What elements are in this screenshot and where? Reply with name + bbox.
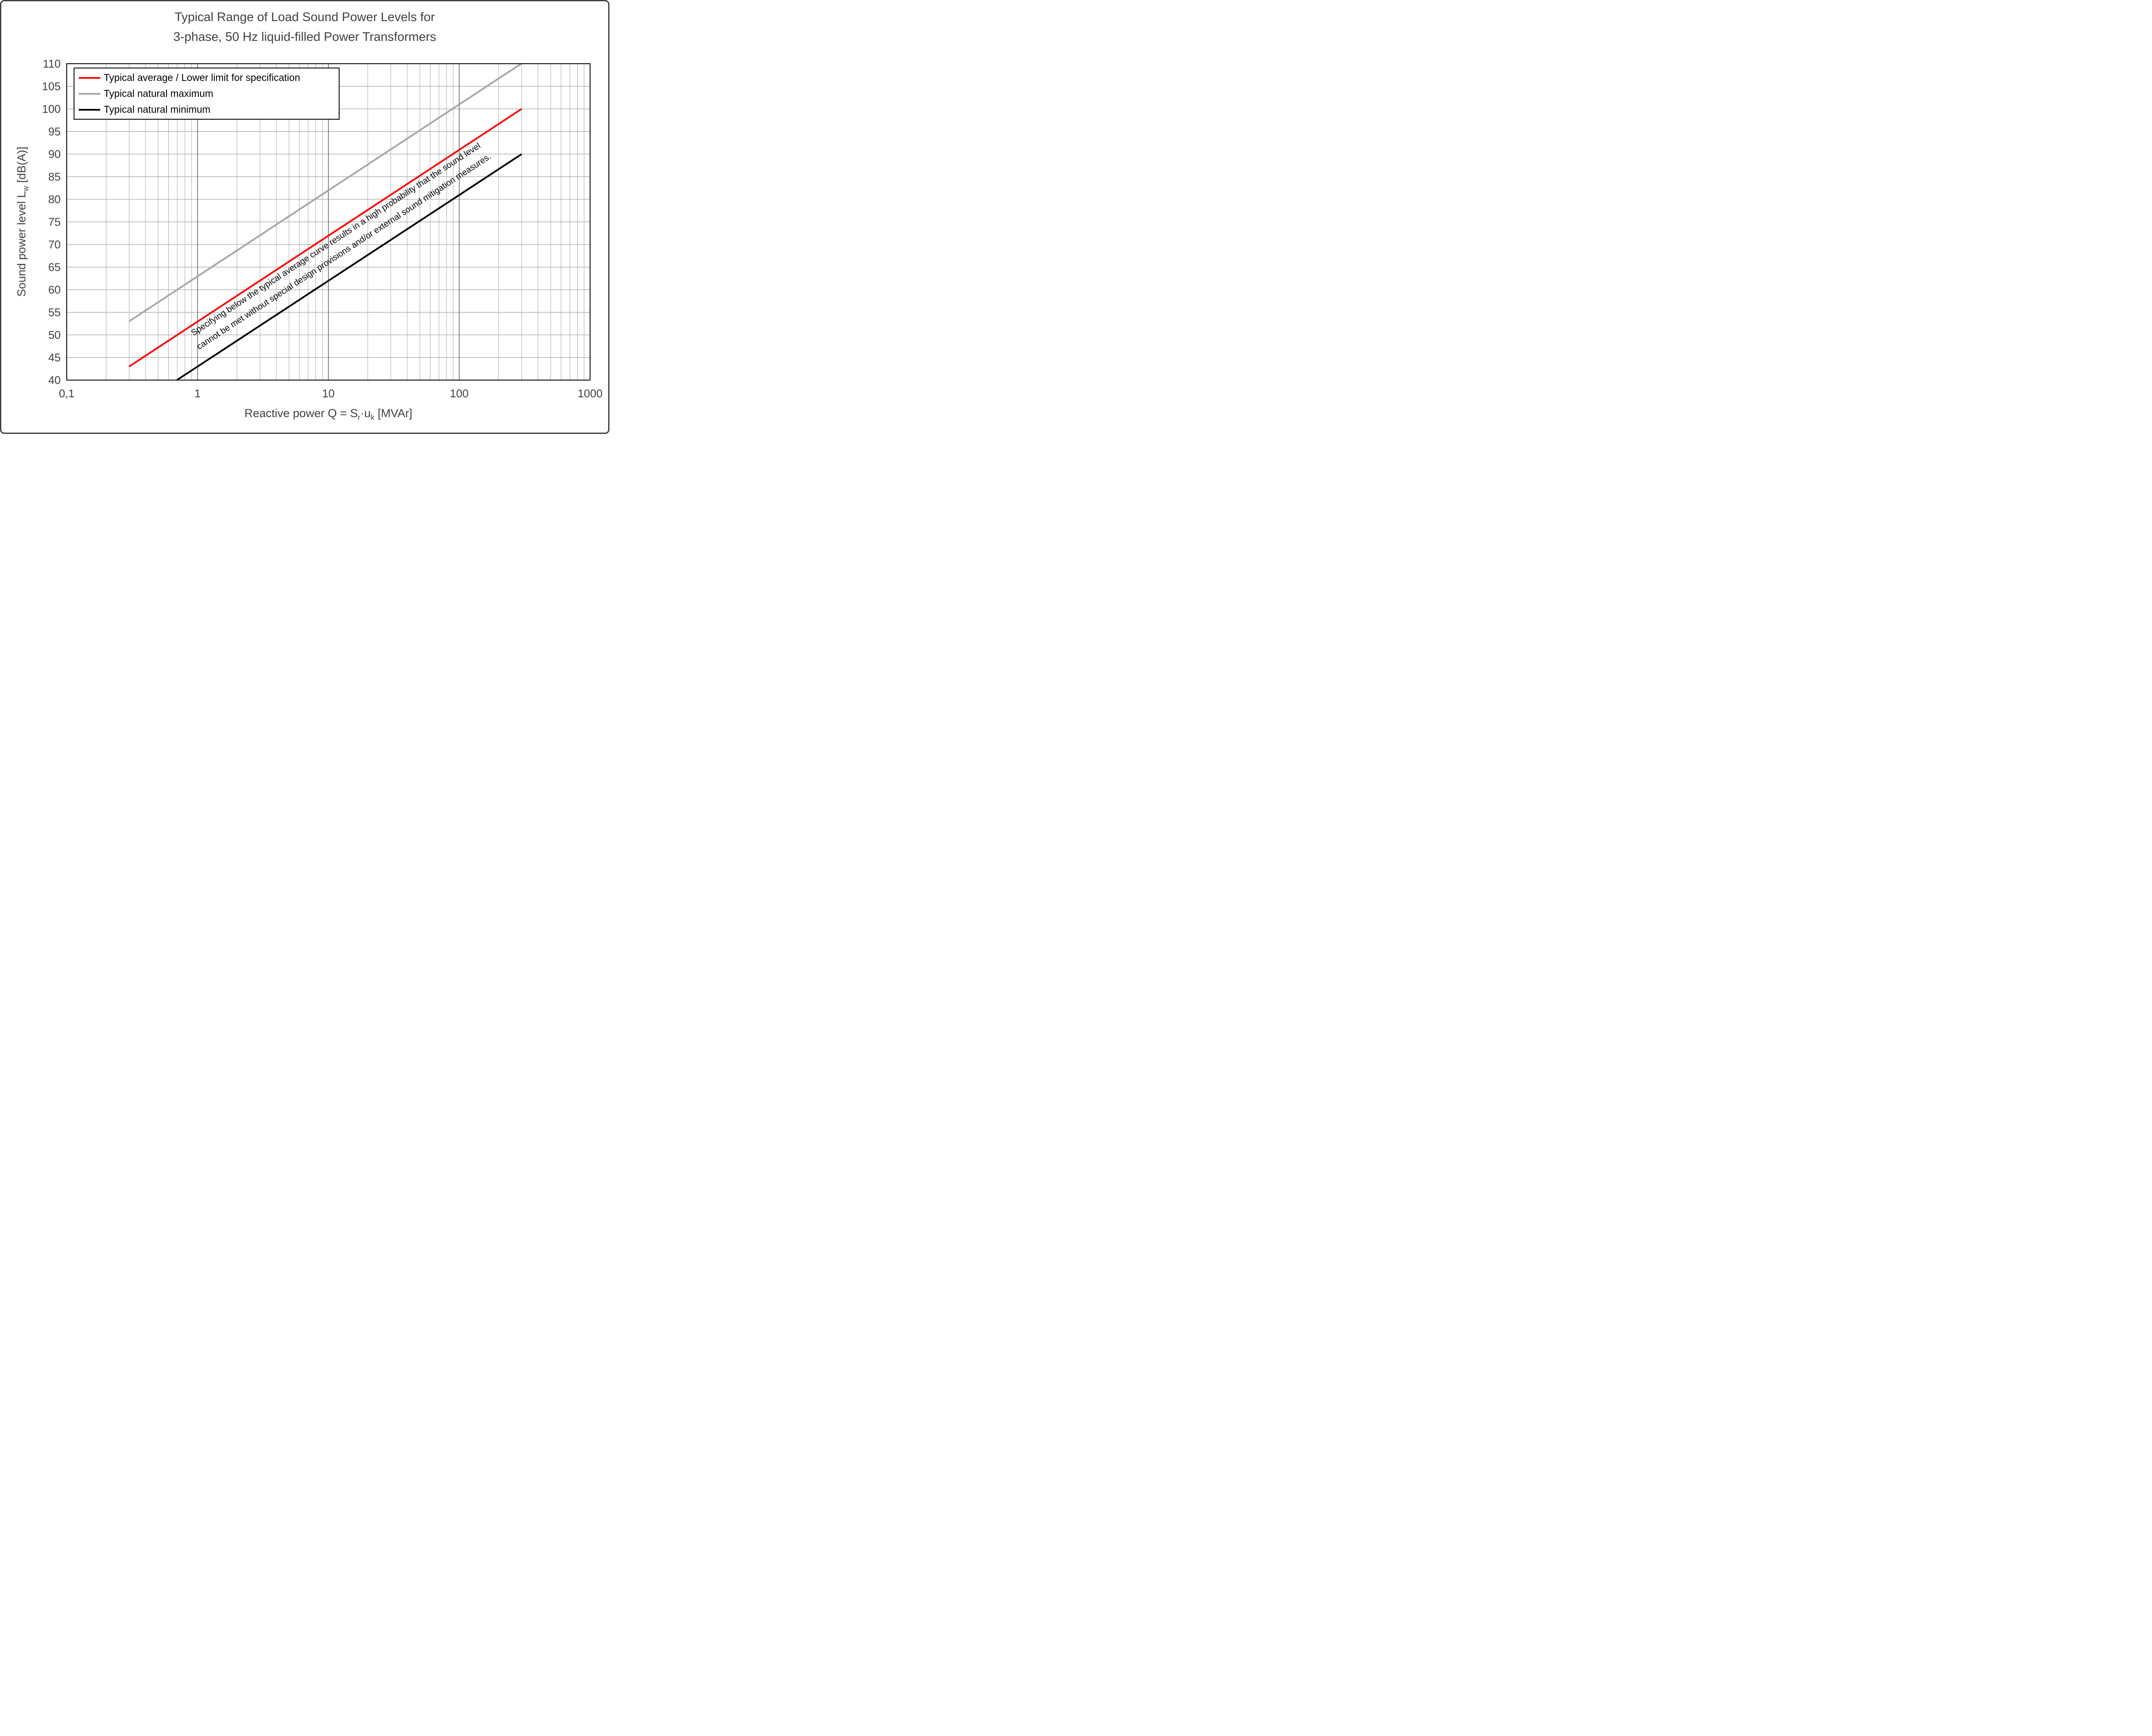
annotation-line2: cannot be met without special design pro… [195, 152, 493, 352]
series-lines [128, 63, 523, 381]
annotation-line1: Specifying below the typical average cur… [189, 141, 482, 338]
y-axis-title-text: Sound power level L [15, 191, 28, 297]
y-tick-label: 105 [42, 80, 61, 93]
x-tick-label: 1 [195, 387, 201, 400]
x-tick-label: 100 [450, 387, 468, 400]
x-axis-title-mid: ·u [360, 407, 371, 420]
diagonal-annotation: Specifying below the typical average cur… [189, 141, 493, 352]
legend-swatch-black [79, 108, 100, 111]
series-line [128, 108, 523, 368]
chart-window: Typical Range of Load Sound Power Levels… [0, 0, 609, 434]
series-line [176, 153, 523, 381]
series-line [128, 63, 522, 322]
legend-label: Typical average / Lower limit for specif… [104, 72, 300, 83]
chart-title-line2: 3-phase, 50 Hz liquid-filled Power Trans… [173, 30, 436, 44]
x-tick-label: 1000 [578, 387, 603, 400]
y-tick-label: 75 [48, 216, 61, 229]
y-tick-label: 95 [48, 125, 61, 138]
x-axis-tick-labels: 0,1 1 10 100 1000 [59, 387, 603, 400]
plot-svg: Specifying below the typical average cur… [42, 57, 603, 400]
y-tick-label: 65 [48, 261, 61, 274]
y-tick-label: 90 [48, 148, 61, 161]
x-axis-title: Reactive power Q = Sr·uk [MVAr] [67, 407, 590, 422]
y-axis-title-sub-w: w [21, 186, 30, 192]
y-tick-label: 110 [43, 57, 61, 70]
y-tick-label: 45 [48, 351, 61, 364]
legend-swatch-red [79, 77, 100, 79]
x-tick-label: 10 [322, 387, 335, 400]
y-axis-tick-labels: 110 105 100 95 90 85 80 75 70 65 60 55 50 45 40 [42, 57, 61, 387]
y-tick-label: 40 [48, 374, 61, 387]
y-axis-title: Sound power level Lw [dB(A)] [15, 71, 31, 372]
chart-title-line1: Typical Range of Load Sound Power Levels… [174, 10, 435, 24]
x-axis-title-sub-r: r [358, 413, 361, 422]
x-axis-title-text: Reactive power Q = S [244, 407, 358, 420]
legend-swatch-gray [79, 93, 100, 95]
legend-label: Typical natural maximum [104, 88, 213, 99]
legend: Typical average / Lower limit for specif… [74, 68, 340, 120]
y-axis-title-suffix: [dB(A)] [15, 146, 28, 186]
legend-label: Typical natural minimum [104, 104, 210, 115]
x-tick-label: 0,1 [59, 387, 74, 400]
y-tick-label: 60 [48, 283, 61, 296]
y-tick-label: 100 [42, 102, 61, 115]
legend-entry-maximum: Typical natural maximum [74, 86, 339, 102]
plot-border [66, 63, 591, 381]
y-tick-label: 85 [48, 170, 61, 183]
legend-entry-minimum: Typical natural minimum [74, 102, 339, 118]
x-axis-title-suffix: [MVAr] [374, 407, 412, 420]
y-tick-label: 50 [48, 328, 61, 341]
y-tick-label: 70 [48, 238, 61, 251]
legend-entry-average: Typical average / Lower limit for specif… [74, 70, 339, 86]
x-axis-title-sub-k: k [371, 413, 374, 422]
chart-title: Typical Range of Load Sound Power Levels… [1, 7, 608, 47]
y-tick-label: 55 [48, 306, 61, 319]
y-tick-label: 80 [48, 193, 61, 206]
